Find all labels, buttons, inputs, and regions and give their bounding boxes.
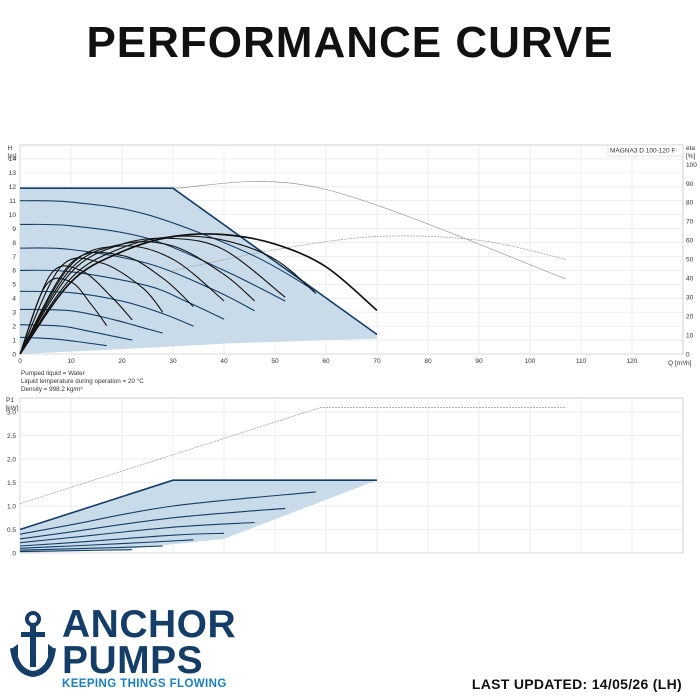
y2-tick-label: 80 [686, 200, 694, 207]
y-tick-label: 6 [12, 268, 16, 275]
y-tick-label: 1.0 [7, 503, 16, 510]
y-axis-label: H [8, 145, 13, 152]
brand-tagline: KEEPING THINGS FLOWING [62, 678, 227, 690]
head-speed-curve [19, 324, 133, 341]
y-tick-label: 11 [9, 198, 16, 205]
reference-head-curve [172, 181, 566, 280]
y2-tick-label: 100 [686, 162, 697, 169]
head-speed-curve [19, 336, 107, 347]
y-axis-unit: [m] [7, 153, 16, 160]
y-tick-label: 2 [12, 323, 16, 330]
y2-axis-label: eta [686, 145, 695, 152]
y-tick-label: 3.0 [7, 409, 16, 416]
y-tick-label: 9 [12, 226, 16, 233]
x-tick-label: 80 [424, 358, 432, 365]
power-speed-curve [19, 507, 286, 540]
y-tick-label: 0.5 [7, 527, 16, 534]
y2-tick-label: 20 [686, 313, 694, 320]
y-tick-label: 13 [9, 170, 17, 177]
efficiency-curve [19, 245, 225, 355]
y-tick-label: 7 [12, 254, 16, 261]
x-tick-label: 30 [169, 358, 177, 365]
note-density: Density = 998.2 kg/m³ [21, 386, 83, 393]
y-tick-label: 8 [12, 240, 16, 247]
head-speed-curve [19, 247, 255, 312]
brand-name-line2: PUMPS [62, 639, 204, 682]
operating-envelope [20, 188, 377, 354]
reference-efficiency-curve [172, 235, 566, 271]
head-speed-curve [20, 187, 378, 336]
y2-tick-label: 10 [686, 332, 694, 339]
head-speed-curve [19, 308, 163, 334]
last-updated-label: LAST UPDATED: 14/05/26 (LH) [471, 676, 682, 692]
x-tick-label: 100 [525, 358, 536, 365]
y2-tick-label: 70 [686, 219, 694, 226]
y-tick-label: 12 [9, 184, 17, 191]
power-speed-curve [19, 521, 255, 544]
brand-name-line1: ANCHOR [62, 603, 237, 646]
y2-axis-unit: [%] [686, 153, 696, 160]
y-tick-label: 2.0 [7, 456, 16, 463]
y2-tick-label: 90 [686, 181, 694, 188]
page-title: PERFORMANCE CURVE [86, 18, 614, 67]
y-axis-unit: [kW] [6, 405, 19, 412]
power-speed-curve [19, 545, 163, 551]
x-tick-label: 120 [627, 358, 638, 365]
power-speed-curve [19, 532, 225, 547]
y2-tick-label: 50 [686, 257, 694, 264]
y-tick-label: 4 [12, 296, 16, 303]
x-tick-label: 60 [322, 358, 330, 365]
head-speed-curve [19, 200, 317, 292]
efficiency-curve [19, 237, 286, 355]
y-tick-label: 14 [9, 156, 17, 163]
x-tick-label: 0 [18, 358, 22, 365]
y2-tick-label: 60 [686, 238, 694, 245]
y2-tick-label: 40 [686, 276, 694, 283]
y-tick-label: 0 [12, 550, 16, 557]
x-tick-label: 40 [220, 358, 228, 365]
note-pumped-liquid: Pumped liquid = Water [21, 370, 85, 377]
y-tick-label: 10 [9, 212, 17, 219]
y-tick-label: 5 [12, 282, 16, 289]
y-tick-label: 1.5 [7, 480, 16, 487]
efficiency-curve [19, 277, 108, 355]
x-tick-label: 90 [475, 358, 483, 365]
x-tick-label: 110 [576, 358, 587, 365]
power-speed-curve [19, 491, 316, 535]
power-speed-curve [19, 539, 194, 549]
efficiency-curve [19, 251, 194, 355]
x-tick-label: 70 [373, 358, 381, 365]
reference-power-curve [19, 407, 566, 505]
efficiency-curve [19, 241, 255, 355]
y-tick-label: 2.5 [7, 433, 16, 440]
operating-envelope [20, 480, 377, 553]
y-tick-label: 0 [12, 351, 16, 358]
power-chart: 0 0.5 1.0 1.5 2.0 2.5 3.0 P1[kW] [6, 397, 684, 557]
model-label: MAGNA3 D 100-120 F [610, 148, 675, 155]
power-speed-curve [19, 479, 377, 531]
model-label-box [607, 144, 684, 157]
y2-tick-label: 30 [686, 294, 694, 301]
x-tick-label: 10 [67, 358, 75, 365]
y-tick-label: 1 [12, 337, 16, 344]
power-speed-curve [19, 549, 133, 553]
note-liquid-temperature: Liquid temperature during operation = 20… [21, 378, 144, 385]
x-axis-label: Q [m³/h] [668, 360, 692, 367]
y-axis-label: P1 [6, 397, 14, 404]
y-tick-label: 3 [12, 310, 16, 317]
x-tick-label: 50 [271, 358, 279, 365]
anchor-icon [10, 611, 56, 678]
brand-logo: ANCHOR PUMPS KEEPING THINGS FLOWING [10, 605, 250, 695]
efficiency-curve [19, 235, 317, 355]
y2-tick-label: 0 [686, 351, 690, 358]
efficiency-curve [19, 257, 164, 355]
head-efficiency-chart: 0 10 20 30 40 50 60 70 80 90 100 110 120012345678910… [7, 144, 697, 367]
x-tick-label: 20 [118, 358, 126, 365]
